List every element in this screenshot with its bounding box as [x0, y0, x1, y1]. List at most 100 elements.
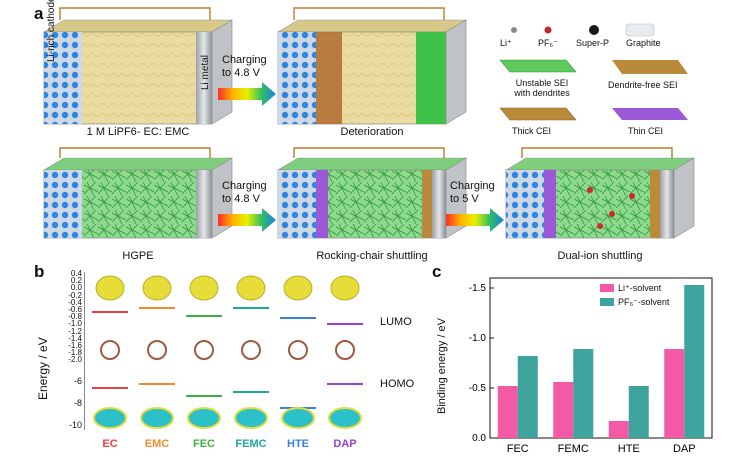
panel-c-ylabel: Binding energy / eV	[436, 317, 448, 414]
homo-orbital	[234, 407, 268, 429]
arrow-3-line2: to 5 V	[450, 193, 479, 205]
lumo-label: LUMO	[380, 316, 412, 328]
panel-a-letter: a	[34, 4, 44, 23]
anode-label: Li metal	[200, 54, 211, 90]
chart-legend: Li⁺-solvent PF₆⁻-solvent	[600, 282, 720, 308]
x-tick-label-femc: FEMC	[558, 443, 589, 455]
lumo-orbital	[142, 275, 172, 301]
panel-b-ytick: 0.4	[70, 269, 82, 278]
cell-1-caption: 1 M LiPF6- EC: EMC	[86, 126, 190, 138]
panel-b-ytick: -2.0	[68, 355, 82, 365]
molecule-structure	[241, 340, 261, 360]
cell-5-dual-ion	[504, 147, 696, 239]
homo-label: HOMO	[380, 378, 415, 390]
bar-fec-series-2	[517, 356, 538, 438]
panel-b-ytick: -1.6	[68, 341, 82, 350]
homo-orbital	[140, 407, 174, 429]
y-tick-label: -1.0	[469, 333, 487, 344]
bar-dap-series-1	[664, 349, 685, 438]
homo-orbital	[328, 407, 362, 429]
pf6-icon	[544, 26, 552, 34]
legend-thick-cei: Thick CEI	[512, 126, 552, 136]
bar-fec-series-1	[497, 386, 518, 438]
panel-b-ytick: 0.2	[70, 276, 82, 286]
homo-orbital	[187, 407, 221, 429]
chart-frame	[489, 277, 713, 439]
dendrite-free-sei-icon	[612, 60, 688, 74]
arrow-3	[446, 208, 504, 232]
lumo-orbital	[330, 275, 360, 301]
panel-b-ytick: -6	[73, 376, 82, 386]
molecule-structure	[147, 340, 167, 360]
legend-graphite: Graphite	[626, 38, 661, 48]
arrow-3-text: Charging to 5 V	[450, 180, 495, 206]
legend-label-1: Li⁺-solvent	[618, 282, 662, 293]
arrow-1-text: Charging to 4.8 V	[222, 54, 267, 80]
homo-orbital	[281, 407, 315, 429]
bar-hte-series-2	[628, 386, 649, 438]
thin-cei-icon	[612, 108, 688, 120]
panel-b-ytick: -1.0	[68, 319, 82, 329]
x-tick-label-hte: HTE	[618, 443, 640, 455]
arrow-3-line1: Charging	[450, 180, 495, 192]
legend-swatch-1	[600, 284, 614, 292]
li-icon	[511, 27, 517, 33]
lumo-orbital	[283, 275, 313, 301]
legend-unstable-sei-line2: with dendrites	[514, 88, 570, 98]
bar-femc-series-1	[553, 382, 574, 438]
arrow-1-line2: to 4.8 V	[222, 67, 260, 79]
bar-femc-series-2	[573, 349, 594, 438]
legend-dendrite-free: Dendrite-free SEI	[608, 80, 678, 90]
legend-series-1: Li⁺-solvent	[600, 282, 720, 294]
panel-b-ytick: -1.8	[68, 348, 82, 358]
molecule-label-hte: HTE	[287, 438, 309, 450]
molecule-structure	[335, 340, 355, 360]
legend-li: Li⁺	[500, 38, 512, 48]
legend-pf6: PF₆⁻	[538, 38, 558, 48]
legend-thin-cei: Thin CEI	[628, 126, 664, 136]
cell-5-caption: Dual-ion shuttling	[557, 250, 643, 262]
bar-dap-series-2	[684, 285, 705, 438]
molecule-labels: EC EMC FEC FEMC HTE DAP	[84, 438, 384, 454]
cell-2-caption: Deterioration	[340, 126, 404, 138]
molecule-structure	[288, 340, 308, 360]
molecule-structure	[194, 340, 214, 360]
legend-unstable-sei: Unstable SEI with dendrites	[506, 78, 578, 98]
arrow-2	[218, 208, 276, 232]
legend-series-2: PF₆⁻-solvent	[600, 296, 720, 308]
thick-cei-icon	[499, 107, 577, 121]
lumo-orbital	[189, 275, 219, 301]
superp-icon	[589, 25, 599, 35]
cell-3-hgpe	[42, 147, 234, 239]
legend-unstable-sei-line1: Unstable SEI	[515, 78, 569, 88]
unstable-sei-icon	[499, 59, 577, 73]
panel-b-orbitals	[84, 272, 363, 430]
panel-b-letter: b	[34, 262, 45, 281]
binding-energy-chart: 0.0 -0.5 -1.0 -1.5 FEC FEMC HTE DAP	[469, 277, 713, 455]
x-tick-label-fec: FEC	[507, 443, 529, 455]
panel-b-ytick: -0.8	[68, 312, 82, 322]
arrow-2-line2: to 4.8 V	[222, 193, 260, 205]
legend-superp: Super-P	[576, 38, 610, 48]
panel-b-ytick: -0.2	[68, 290, 82, 300]
panel-b-ytick: -10	[68, 420, 82, 430]
cathode-label: Li-rich cathode	[46, 0, 57, 62]
molecule-label-fec: FEC	[193, 438, 215, 450]
molecule-label-ec: EC	[102, 438, 118, 450]
graphite-icon	[625, 23, 655, 37]
cell-4-caption: Rocking-chair shuttling	[316, 250, 428, 262]
molecule-structure	[100, 340, 120, 360]
legend-swatch-2	[600, 298, 614, 306]
molecule-label-emc: EMC	[144, 438, 170, 450]
molecule-label-femc: FEMC	[235, 438, 267, 450]
cell-2-deterioration	[276, 7, 468, 125]
x-tick-label-dap: DAP	[673, 443, 696, 455]
cell-3-caption: HGPE	[122, 250, 154, 262]
panel-b-ytick: -8	[73, 398, 82, 408]
panel-b-ytick: -0.4	[68, 297, 82, 307]
bar-hte-series-1	[608, 421, 629, 438]
panel-b-ytick: 0.0	[70, 283, 82, 293]
y-tick-label: -0.5	[469, 383, 487, 394]
lumo-orbital	[236, 275, 266, 301]
